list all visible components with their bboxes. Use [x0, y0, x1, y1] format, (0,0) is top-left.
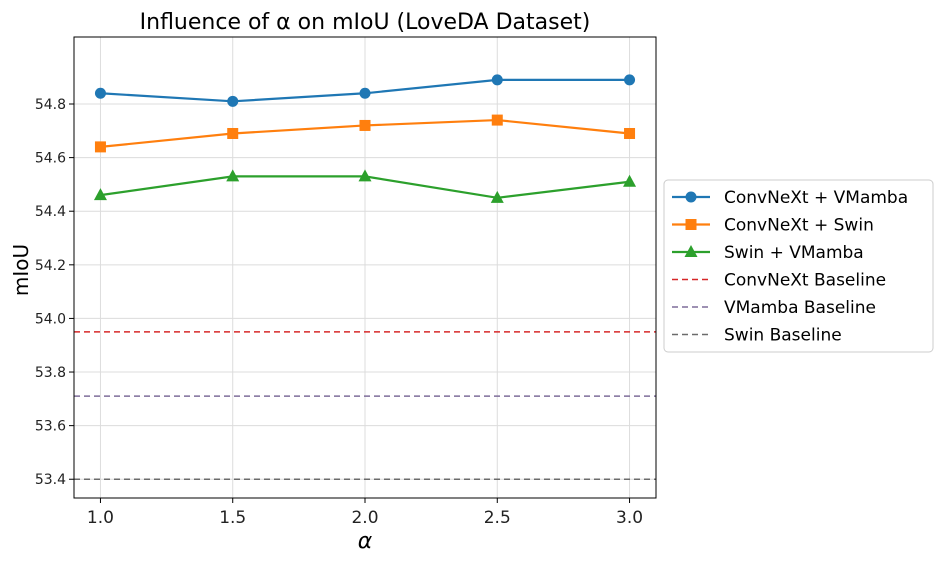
x-tick-label: 1.0	[87, 508, 114, 528]
data-point	[226, 169, 240, 182]
data-point	[227, 127, 239, 139]
x-tick-label: 1.5	[219, 508, 246, 528]
data-point	[623, 174, 637, 187]
data-point	[359, 119, 371, 131]
legend-marker	[685, 219, 697, 230]
data-point	[359, 87, 371, 99]
x-axis-label: α	[358, 529, 373, 554]
data-point	[94, 87, 106, 99]
y-tick-label: 53.4	[35, 472, 66, 488]
data-point	[624, 127, 636, 139]
data-point	[227, 95, 239, 107]
y-tick-label: 54.4	[35, 204, 66, 220]
legend-label: ConvNeXt + Swin	[724, 216, 874, 236]
y-axis-label: mIoU	[9, 244, 33, 296]
legend-box	[663, 179, 934, 353]
legend-label: Swin Baseline	[724, 326, 842, 346]
data-point	[491, 114, 503, 126]
legend: ConvNeXt + VMamba ConvNeXt + Swin Swin + V…	[663, 179, 934, 353]
data-point	[93, 188, 107, 201]
data-point	[624, 74, 636, 86]
y-tick-label: 53.8	[35, 365, 66, 381]
legend-label: ConvNeXt Baseline	[724, 271, 886, 291]
chart-title: Influence of α on mIoU (LoveDA Dataset)	[140, 10, 591, 35]
legend-marker	[685, 191, 697, 203]
y-tick-label: 54.0	[35, 311, 66, 327]
data-point	[490, 190, 504, 203]
legend-label: ConvNeXt + VMamba	[724, 188, 908, 208]
y-tick-label: 54.2	[35, 258, 66, 274]
y-tick-label: 54.6	[35, 151, 66, 167]
x-tick-label: 3.0	[616, 508, 643, 528]
legend-label: VMamba Baseline	[724, 298, 876, 318]
data-point	[358, 169, 372, 182]
baseline-lines	[74, 331, 656, 480]
y-tick-label: 53.6	[35, 419, 66, 435]
plot-frame	[73, 36, 657, 499]
x-tick-label: 2.5	[484, 508, 511, 528]
data-point	[94, 141, 106, 153]
y-tick-label: 54.8	[35, 97, 66, 113]
x-tick-label: 2.0	[351, 508, 378, 528]
legend-marker	[684, 245, 698, 257]
axis-ticks: 53.4 53.6 53.8 54.0 54.2 54.4 54.6 54.8 1.0 1.5 2.…	[35, 97, 643, 528]
series-lines	[93, 74, 637, 203]
grid	[74, 37, 656, 498]
legend-label: Swin + VMamba	[724, 243, 864, 263]
data-point	[491, 74, 503, 86]
